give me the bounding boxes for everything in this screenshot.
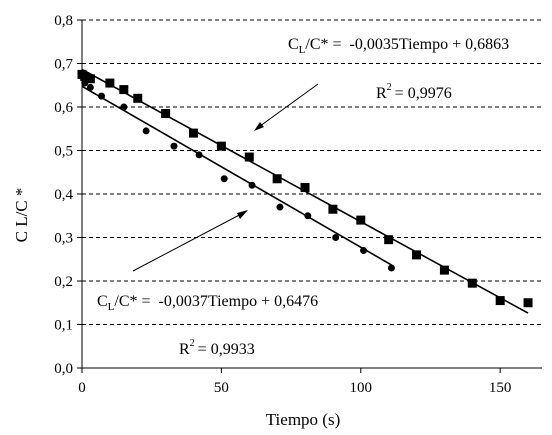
circle-point: [388, 264, 395, 271]
square-point: [245, 153, 254, 162]
equation-2-ratio: /C* =: [114, 293, 150, 310]
x-tick-label: 50: [214, 380, 229, 396]
circle-point: [120, 104, 127, 111]
square-point: [119, 85, 128, 94]
y-tick-label: 0,8: [54, 13, 73, 29]
y-tick-label: 0,2: [54, 274, 73, 290]
x-tick-label: 150: [489, 380, 512, 396]
square-point: [189, 129, 198, 138]
circle-point: [98, 93, 105, 100]
y-tick-label: 0,6: [54, 100, 73, 116]
r2-2-r: R: [179, 341, 190, 358]
square-point: [440, 266, 449, 275]
square-point: [496, 296, 505, 305]
r2-1-value: = 0,9976: [395, 85, 452, 102]
square-point: [384, 235, 393, 244]
y-tick-label: 0,0: [54, 361, 73, 377]
r2-1-r: R: [376, 85, 387, 102]
circle-point: [332, 234, 339, 241]
circle-point: [79, 73, 86, 80]
square-point: [161, 109, 170, 118]
square-point: [133, 94, 142, 103]
square-point: [273, 174, 282, 183]
circle-point: [249, 182, 256, 189]
square-point: [328, 205, 337, 214]
r2-2-value: = 0,9933: [198, 341, 255, 358]
y-tick-label: 0,7: [54, 57, 73, 73]
equation-2-c: C: [97, 293, 108, 310]
y-axis-title: C L/C *: [12, 188, 31, 243]
x-tick-label: 0: [78, 380, 86, 396]
y-tick-label: 0,3: [54, 231, 73, 247]
y-tick-label: 0,4: [54, 187, 73, 203]
equation-2-formula: -0,0037Tiempo + 0,6476: [159, 293, 319, 310]
square-point: [217, 142, 226, 151]
circle-point: [196, 151, 203, 158]
circle-point: [87, 84, 94, 91]
square-point: [412, 250, 421, 259]
square-point: [356, 216, 365, 225]
circle-point: [276, 204, 283, 211]
circle-point: [221, 175, 228, 182]
r2-2-sup: 2: [190, 338, 195, 349]
circle-point: [171, 143, 178, 150]
equation-1-ratio: /C* =: [305, 36, 341, 53]
circle-point: [360, 247, 367, 254]
x-tick-label: 100: [350, 380, 373, 396]
square-point: [105, 79, 114, 88]
y-tick-label: 0,5: [54, 144, 73, 160]
r2-1-sup: 2: [387, 82, 392, 93]
square-point: [524, 298, 533, 307]
equation-1-c: C: [288, 36, 299, 53]
square-point: [468, 279, 477, 288]
circle-point: [143, 127, 150, 134]
y-tick-label: 0,1: [54, 318, 73, 334]
circle-point: [304, 212, 311, 219]
circle-point: [81, 80, 88, 87]
equation-1-formula: -0,0035Tiempo + 0,6863: [350, 36, 510, 53]
x-axis-title: Tiempo (s): [266, 410, 340, 429]
square-point: [301, 183, 310, 192]
